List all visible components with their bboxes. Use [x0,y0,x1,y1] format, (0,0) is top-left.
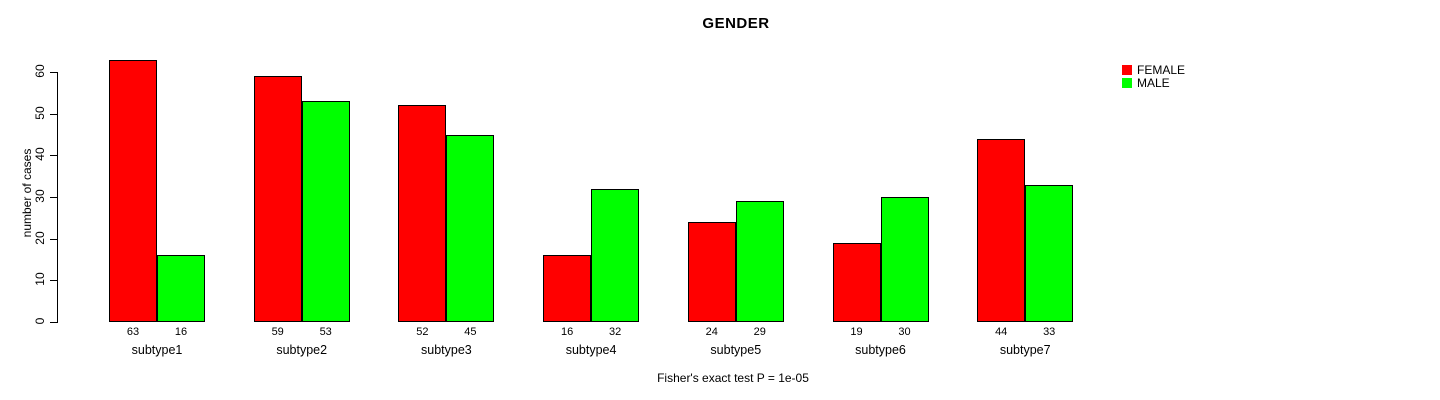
bar-female-subtype1 [109,59,157,322]
category-label-subtype6: subtype6 [855,343,906,357]
y-tick [50,155,57,157]
bar-male-subtype3 [446,134,495,322]
y-tick-label: 50 [33,105,47,120]
y-tick-label: 30 [33,189,47,203]
legend-label: FEMALE [1137,63,1186,77]
category-label-subtype3: subtype3 [421,343,472,357]
legend-swatch-male [1122,78,1132,88]
bar-count-label: 53 [319,326,332,338]
bar-count-label: 63 [126,326,140,338]
category-label-subtype5: subtype5 [710,343,762,357]
bar-male-subtype5 [735,201,784,322]
bar-count-label: 44 [995,326,1008,338]
bar-count-label: 24 [705,326,718,338]
bar-female-subtype5 [687,222,736,322]
legend-entry-female: FEMALE [1122,63,1186,77]
legend: FEMALE MALE [1122,63,1186,90]
y-tick-label: 60 [33,64,47,78]
bar-male-subtype2 [301,101,350,322]
y-axis-label: number of cases [20,148,34,238]
bar-count-label: 19 [850,326,863,338]
y-tick [50,113,57,115]
y-tick [50,72,57,73]
y-tick-label: 10 [33,272,47,287]
bar-male-subtype6 [880,197,929,322]
category-label-subtype4: subtype4 [565,343,617,357]
y-tick-label: 0 [33,317,47,325]
footer-note: Fisher's exact test P = 1e-05 [657,371,809,385]
bar-count-label: 32 [608,326,622,338]
bar-count-label: 16 [174,326,188,338]
bar-count-label: 45 [464,326,477,338]
chart-title: GENDER [702,15,770,32]
bar-count-label: 29 [753,326,766,338]
bar-male-subtype4 [591,188,640,322]
bar-female-subtype2 [253,76,302,322]
y-tick-label: 20 [33,230,47,245]
bar-male-subtype7 [1025,184,1074,322]
bar-count-label: 16 [560,326,574,338]
bar-count-label: 30 [898,326,911,338]
y-axis-line [57,72,58,323]
bar-count-label: 52 [416,326,429,338]
bar-male-subtype1 [157,255,205,322]
category-label-subtype7: subtype7 [999,343,1051,357]
legend-label: MALE [1137,76,1170,90]
y-tick-label: 40 [33,147,47,162]
bar-female-subtype7 [977,138,1026,322]
y-tick [50,197,57,198]
bar-female-subtype3 [398,105,447,322]
legend-swatch-female [1122,65,1132,75]
bar-female-subtype4 [543,255,592,322]
y-tick [50,238,57,240]
category-label-subtype2: subtype2 [276,343,328,357]
legend-entry-male: MALE [1122,76,1185,90]
bar-female-subtype6 [832,242,881,322]
category-label-subtype1: subtype1 [131,343,183,357]
y-tick [50,322,57,323]
bar-count-label: 59 [271,326,284,338]
bar-count-label: 33 [1043,326,1056,338]
y-tick [50,280,57,282]
